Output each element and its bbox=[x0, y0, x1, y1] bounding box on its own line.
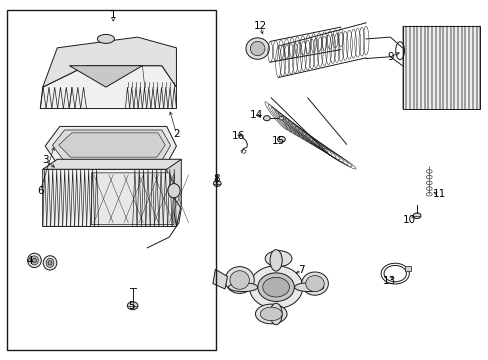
Ellipse shape bbox=[305, 275, 324, 292]
Text: 6: 6 bbox=[37, 186, 43, 196]
Bar bbox=[404, 266, 410, 271]
Polygon shape bbox=[69, 66, 142, 87]
Polygon shape bbox=[212, 269, 227, 289]
Ellipse shape bbox=[250, 41, 264, 56]
Polygon shape bbox=[166, 159, 181, 226]
Ellipse shape bbox=[279, 116, 284, 120]
Polygon shape bbox=[42, 37, 176, 87]
Text: 15: 15 bbox=[271, 136, 285, 146]
Ellipse shape bbox=[167, 184, 180, 198]
Ellipse shape bbox=[46, 258, 54, 267]
Ellipse shape bbox=[30, 256, 38, 265]
Text: 14: 14 bbox=[249, 110, 262, 120]
Text: 1: 1 bbox=[110, 10, 116, 20]
Ellipse shape bbox=[48, 261, 52, 265]
Bar bbox=[402, 26, 479, 109]
Text: 10: 10 bbox=[403, 215, 415, 225]
Polygon shape bbox=[45, 126, 176, 164]
Ellipse shape bbox=[294, 283, 323, 292]
Ellipse shape bbox=[257, 273, 294, 301]
Text: 4: 4 bbox=[26, 256, 33, 266]
Ellipse shape bbox=[260, 307, 282, 321]
Ellipse shape bbox=[412, 213, 420, 219]
Bar bbox=[7, 10, 216, 350]
Ellipse shape bbox=[224, 267, 254, 293]
Ellipse shape bbox=[264, 251, 291, 267]
Text: 12: 12 bbox=[253, 21, 266, 31]
Ellipse shape bbox=[228, 283, 257, 292]
Text: 7: 7 bbox=[298, 265, 305, 275]
Ellipse shape bbox=[43, 256, 57, 270]
Text: 16: 16 bbox=[232, 131, 245, 141]
Text: 3: 3 bbox=[42, 156, 48, 165]
Ellipse shape bbox=[277, 136, 285, 142]
Polygon shape bbox=[42, 169, 176, 226]
Ellipse shape bbox=[301, 272, 328, 295]
Ellipse shape bbox=[229, 271, 249, 289]
Ellipse shape bbox=[262, 277, 289, 297]
Ellipse shape bbox=[213, 181, 221, 186]
Polygon shape bbox=[59, 133, 165, 157]
Ellipse shape bbox=[97, 35, 114, 43]
Polygon shape bbox=[52, 130, 170, 160]
Text: 8: 8 bbox=[213, 174, 220, 184]
Text: 2: 2 bbox=[173, 129, 180, 139]
Ellipse shape bbox=[28, 253, 41, 267]
Ellipse shape bbox=[263, 116, 270, 121]
Ellipse shape bbox=[127, 302, 138, 310]
Ellipse shape bbox=[245, 38, 269, 59]
Polygon shape bbox=[40, 66, 176, 109]
Ellipse shape bbox=[269, 249, 282, 271]
Text: 13: 13 bbox=[382, 276, 395, 286]
Polygon shape bbox=[91, 173, 174, 225]
Ellipse shape bbox=[255, 304, 286, 324]
Text: 5: 5 bbox=[128, 301, 135, 311]
Ellipse shape bbox=[269, 303, 282, 325]
Ellipse shape bbox=[32, 258, 36, 262]
Text: 11: 11 bbox=[431, 189, 445, 199]
Ellipse shape bbox=[249, 266, 302, 309]
Polygon shape bbox=[42, 159, 181, 169]
Text: 9: 9 bbox=[386, 52, 393, 62]
